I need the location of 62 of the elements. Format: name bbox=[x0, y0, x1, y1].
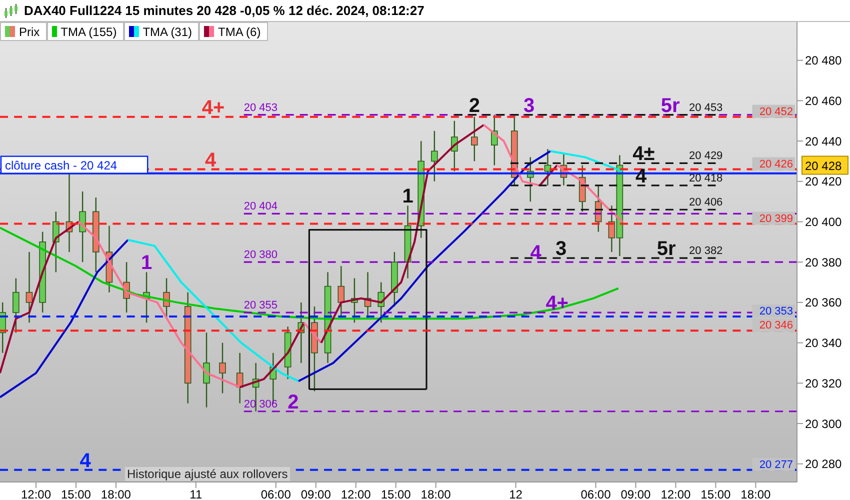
y-tick-label: 20 380 bbox=[805, 255, 842, 270]
y-tick-label: 20 340 bbox=[805, 336, 842, 350]
chart-title: DAX40 Full1224 15 minutes 20 428 -0,05 % 12 déc. 2024, 08:12:27 bbox=[24, 3, 424, 18]
ref-line-label: 20 277 bbox=[759, 458, 793, 471]
ref-line-label: clôture cash - 20 424 bbox=[5, 158, 118, 172]
annotation: Historique ajusté aux rollovers bbox=[125, 467, 290, 481]
y-tick-label: 20 360 bbox=[805, 296, 842, 310]
annotation: 20 380 bbox=[244, 249, 278, 262]
y-tick-label: 20 280 bbox=[805, 457, 842, 472]
annotation: 2 bbox=[468, 94, 480, 117]
y-tick-label: 20 480 bbox=[805, 54, 842, 68]
ref-line-label: 20 399 bbox=[759, 212, 793, 225]
y-tick-label: 20 300 bbox=[805, 416, 842, 431]
x-tick-label: 12:00 bbox=[340, 488, 372, 500]
annotation: 20 382 bbox=[689, 245, 723, 258]
annotation: 20 406 bbox=[689, 196, 723, 209]
x-tick-label: 15:00 bbox=[380, 488, 412, 500]
annotation: 5r bbox=[656, 238, 676, 260]
x-tick-label: 18:00 bbox=[740, 488, 772, 500]
annotation: 3 bbox=[524, 94, 535, 117]
annotation: 3 bbox=[556, 238, 567, 260]
annotation: 20 355 bbox=[244, 300, 278, 312]
x-tick-label: 09:00 bbox=[300, 488, 332, 500]
legend-label: Prix bbox=[19, 24, 40, 38]
y-tick-label: 20 400 bbox=[805, 214, 842, 229]
ref-line-label: 20 353 bbox=[759, 306, 793, 318]
annotation: 1 bbox=[141, 252, 152, 274]
x-tick-label: 15:00 bbox=[700, 488, 732, 500]
x-tick-label: 06:00 bbox=[580, 488, 612, 500]
annotation: 20 418 bbox=[689, 172, 723, 184]
annotation: 20 428 bbox=[805, 159, 842, 174]
x-tick-label: 18:00 bbox=[100, 488, 132, 500]
annotation: 1 bbox=[402, 186, 414, 208]
y-tick-label: 20 420 bbox=[805, 174, 842, 189]
annotation: 4 bbox=[205, 149, 218, 172]
annotation: 5r bbox=[660, 94, 680, 117]
annotation: 20 429 bbox=[689, 150, 723, 162]
annotation: 20 404 bbox=[244, 200, 278, 213]
annotation: 20 453 bbox=[244, 102, 278, 114]
x-tick-label: 12 bbox=[509, 488, 523, 500]
legend-label: TMA (155) bbox=[60, 24, 117, 38]
annotation: 4 bbox=[530, 242, 542, 264]
annotation: 2 bbox=[288, 391, 299, 414]
legend-label: TMA (6) bbox=[218, 24, 261, 38]
x-tick-label: 15:00 bbox=[60, 488, 92, 500]
x-tick-label: 18:00 bbox=[420, 488, 452, 500]
y-tick-label: 20 440 bbox=[805, 134, 842, 148]
legend-label: TMA (31) bbox=[142, 24, 192, 38]
annotation: 4+ bbox=[202, 96, 225, 119]
ref-line-label: 20 346 bbox=[759, 320, 793, 332]
y-tick-label: 20 320 bbox=[805, 376, 842, 390]
ref-line-label: 20 452 bbox=[759, 106, 793, 118]
x-tick-label: 12:00 bbox=[20, 488, 52, 500]
y-tick-label: 20 460 bbox=[805, 94, 842, 108]
ref-line-label: 20 426 bbox=[759, 158, 793, 170]
x-tick-label: 09:00 bbox=[620, 488, 652, 500]
x-tick-label: 11 bbox=[190, 488, 202, 500]
annotation: 4 bbox=[80, 450, 92, 472]
annotation: 20 453 bbox=[689, 102, 723, 114]
x-tick-label: 12:00 bbox=[660, 488, 692, 500]
x-tick-label: 06:00 bbox=[260, 488, 292, 500]
annotation: 4± bbox=[632, 143, 655, 166]
